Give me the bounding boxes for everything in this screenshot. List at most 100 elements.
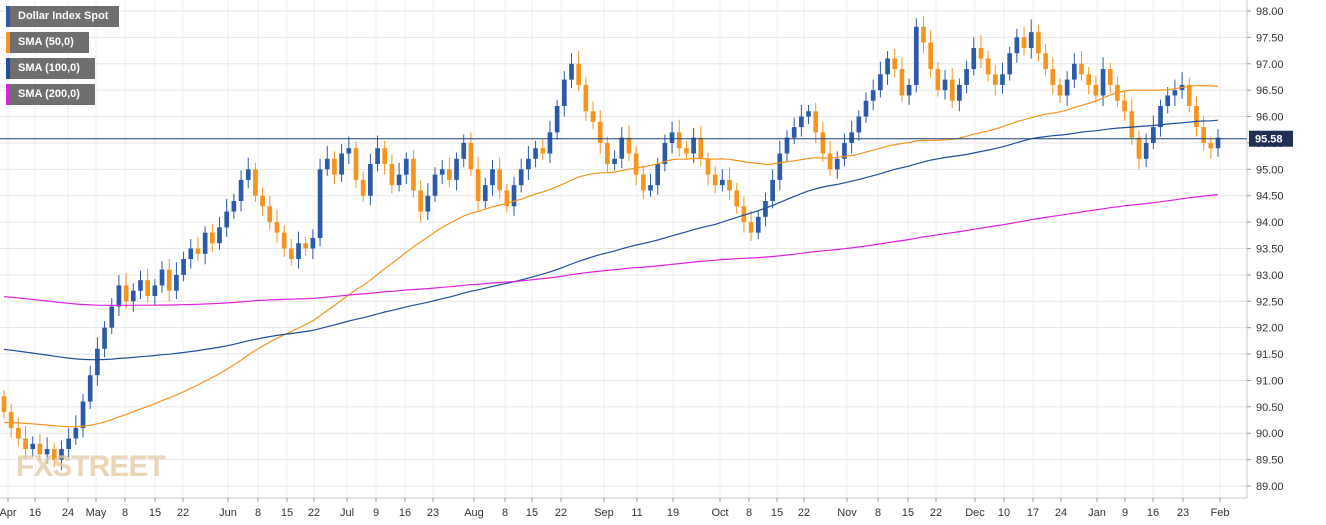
candle-up <box>80 401 86 428</box>
candle-up <box>346 148 352 154</box>
candle-up <box>526 158 531 170</box>
x-tick-label: 22 <box>308 507 320 519</box>
candle-up <box>957 84 962 101</box>
sma100-line <box>3 119 1219 361</box>
x-tick-label: Feb <box>1211 507 1230 519</box>
candle-up <box>1000 74 1005 85</box>
candle-up <box>1028 32 1034 48</box>
candle-up <box>777 153 783 180</box>
candle-up <box>339 153 344 175</box>
candle-up <box>547 132 553 154</box>
candle-up <box>425 195 431 212</box>
x-tick-label: Apr <box>0 507 17 519</box>
candle-down <box>899 69 905 96</box>
candle-up <box>324 158 330 170</box>
x-tick-label: Jun <box>219 507 237 519</box>
x-tick-label: 8 <box>255 507 261 519</box>
candle-down <box>209 232 215 244</box>
candle-down <box>1093 84 1099 96</box>
x-tick-label: 8 <box>875 507 881 519</box>
candle-up <box>518 169 524 186</box>
x-tick-label: May <box>86 507 107 519</box>
candle-down <box>928 42 933 70</box>
candle-down <box>303 243 309 249</box>
candle-down <box>633 153 639 175</box>
y-tick-label: 93.50 <box>1256 244 1284 256</box>
candle-down <box>1208 142 1214 149</box>
x-tick-label: 15 <box>902 507 914 519</box>
candle-down <box>260 195 265 207</box>
x-tick-label: 22 <box>798 507 810 519</box>
candle-down <box>51 449 57 460</box>
legend-swatch-sma100 <box>6 58 10 79</box>
x-tick-label: 15 <box>281 507 293 519</box>
x-tick-label: 8 <box>746 507 752 519</box>
candle-up <box>619 137 625 159</box>
x-tick-label: 24 <box>62 507 74 519</box>
candle-down <box>892 58 898 70</box>
candle-up <box>188 248 194 260</box>
y-tick-label: 96.50 <box>1256 85 1284 97</box>
watermark-logo: FXSTREET <box>16 450 166 483</box>
candle-up <box>375 148 380 165</box>
candle-down <box>1122 100 1127 112</box>
y-tick-label: 91.00 <box>1256 375 1284 387</box>
candle-up <box>159 269 165 286</box>
candle-up <box>1172 90 1178 96</box>
candle-down <box>583 84 589 112</box>
y-tick-label: 94.00 <box>1256 217 1284 229</box>
candle-down <box>195 248 201 254</box>
candle-down <box>353 148 359 180</box>
candle-up <box>913 26 919 85</box>
candle-up <box>1143 142 1149 159</box>
legend-item-dollar-index: Dollar Index Spot <box>6 6 119 27</box>
candle-down <box>1079 63 1084 75</box>
candle-down <box>1201 127 1206 143</box>
candle-up <box>784 137 790 154</box>
candle-down <box>418 190 423 212</box>
x-tick-label: 9 <box>373 507 379 519</box>
legend-swatch-dollar-index <box>6 6 10 27</box>
candle-up <box>755 216 761 233</box>
sma200-line <box>3 194 1219 307</box>
candle-up <box>102 327 107 349</box>
candle-up <box>942 79 948 91</box>
candle-down <box>504 190 510 207</box>
candle-up <box>109 306 115 328</box>
candle-down <box>698 137 704 159</box>
candle-up <box>95 348 100 376</box>
candle-up <box>1100 69 1106 96</box>
candle-up <box>482 185 488 201</box>
candle-up <box>1007 53 1013 75</box>
candle-down <box>289 248 294 260</box>
candle-up <box>1071 63 1077 80</box>
candle-up <box>403 158 409 175</box>
legend-item-sma100: SMA (100,0) <box>6 58 95 79</box>
candle-up <box>317 169 323 238</box>
candle-down <box>734 190 740 207</box>
candle-up <box>691 137 696 154</box>
candle-down <box>813 111 819 133</box>
legend-label: SMA (50,0) <box>18 36 74 48</box>
y-tick-label: 97.50 <box>1256 32 1284 44</box>
candle-up <box>87 375 93 402</box>
candle-down <box>935 69 941 91</box>
candle-down <box>1036 32 1041 54</box>
candle-up <box>238 179 244 201</box>
candle-down <box>389 164 395 186</box>
candle-up <box>310 237 316 249</box>
candle-down <box>332 158 337 175</box>
candle-down <box>985 58 991 75</box>
x-tick-label: Oct <box>711 507 728 519</box>
candle-up <box>554 106 560 133</box>
x-tick-label: Dec <box>965 507 985 519</box>
candle-down <box>712 174 718 186</box>
candle-down <box>605 142 610 165</box>
candle-up <box>511 185 517 207</box>
legend-label: SMA (200,0) <box>18 88 80 100</box>
y-tick-label: 89.50 <box>1256 455 1284 467</box>
candle-up <box>30 443 36 450</box>
x-tick-label: 16 <box>29 507 41 519</box>
candle-down <box>748 222 754 233</box>
